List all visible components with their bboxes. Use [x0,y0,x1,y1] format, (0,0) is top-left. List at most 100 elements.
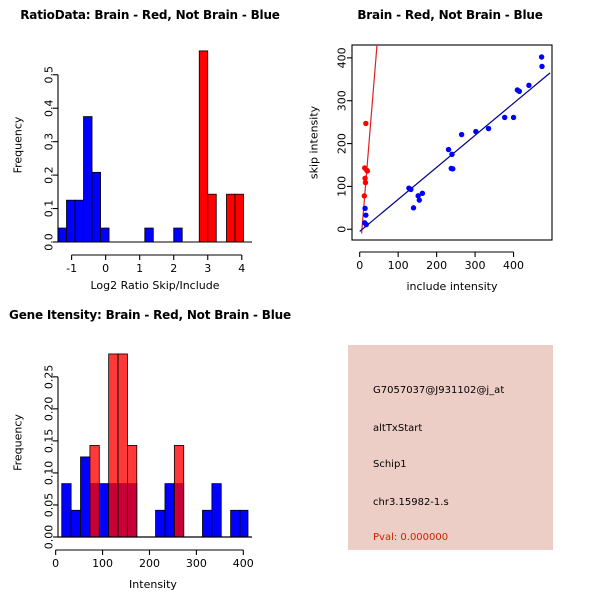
panel-scatter-plot: Brain - Red, Not Brain - Blue 0 100 200 300… [300,0,600,300]
gene-symbol-label: Schip1 [373,459,407,470]
y-tick-label: 0.05 [43,493,56,517]
scatter-point [416,197,423,203]
probe-id-label: G7057037@J931102@j_at [373,385,505,396]
histogram-bar-red [173,445,185,538]
x-tick-label: 200 [426,259,447,272]
histogram-bar [83,116,93,243]
y-tick-label: 0.0 [43,233,56,251]
gene-histogram-plot-area: 0.00 0.05 0.10 0.15 0.20 0.25 0 100 200 300 400 Int… [0,300,300,600]
panel-probe-info: G7057037@J931102@j_at altTxStart Schip1 … [300,300,600,600]
histogram-bar-red [89,445,100,538]
scatter-point [363,120,369,127]
y-tick-label: 0.4 [43,99,56,117]
y-tick-label: 0.3 [43,133,56,151]
ratio-histogram-plot-area: 0.0 0.1 0.2 0.3 0.4 0.5 -1 0 1 2 3 4 Log2 Ratio Skip… [0,0,300,300]
scatter-point [539,63,545,70]
plot-frame [351,44,553,241]
histogram-bar-blue [202,509,213,538]
scatter-point [458,131,465,138]
scatter-point [361,193,368,199]
scatter-plot-title: Brain - Red, Not Brain - Blue [357,8,543,22]
histogram-bar-blue [80,456,91,538]
gene-histogram-svg: 0.00 0.05 0.10 0.15 0.20 0.25 0 100 200 300 400 Int… [12,353,254,591]
histogram-bar-blue [239,509,249,538]
scatter-point [516,88,523,94]
x-tick-label: 4 [238,262,245,275]
x-axis-title: Intensity [129,578,177,591]
y-tick-label: 300 [336,90,349,111]
scatter-point [526,82,532,88]
scatter-plot-svg: 0 100 200 300 400 0 100 200 300 400 include intens… [308,44,553,293]
scatter-group: 0 100 200 300 400 0 100 200 300 400 include intens… [308,44,553,293]
x-tick-label: 2 [170,262,177,275]
y-axis-title: Frequency [12,414,25,471]
x-tick-label: 300 [186,557,207,570]
x-tick-label: 400 [233,557,254,570]
scatter-point [362,175,368,181]
scatter-point [410,205,417,211]
histogram-bar-red [117,353,128,538]
y-tick-label: 0.1 [43,200,56,218]
histogram-bar-blue [164,483,175,538]
y-tick-label: 0.5 [43,66,56,84]
x-axis-title: include intensity [406,280,498,293]
histogram-bar-blue [61,483,72,538]
x-tick-label: 0 [356,259,363,272]
histogram-bar [198,50,209,243]
y-tick-label: 0.15 [43,429,56,454]
histogram-bar [66,199,76,243]
y-axis-title: Frequency [12,116,25,173]
event-type-label: altTxStart [373,423,423,434]
y-tick-label: 400 [336,47,349,68]
x-tick-label: 100 [92,557,113,570]
ratio-histogram-title: RatioData: Brain - Red, Not Brain - Blue [20,8,280,22]
y-tick-label: 0.2 [43,166,56,184]
scatter-point [485,125,492,132]
locus-label: chr3.15982-1.s [373,497,449,508]
scatter-point [419,190,426,196]
scatter-point [445,146,452,153]
scatter-point [363,212,369,218]
x-tick-label: 3 [204,262,211,275]
scatter-point [362,179,369,186]
histogram-bar-red [127,445,138,538]
panel-gene-intensity-histogram: Gene Itensity: Brain - Red, Not Brain - … [0,300,300,600]
probe-info-box: G7057037@J931102@j_at altTxStart Schip1 … [348,345,553,550]
panel-ratio-histogram: RatioData: Brain - Red, Not Brain - Blue… [0,0,300,300]
histogram-bar-blue [98,483,110,538]
scatter-point [501,114,508,121]
gene-histogram-group: 0.00 0.05 0.10 0.15 0.20 0.25 0 100 200 300 400 Int… [12,353,254,591]
x-tick-label: 0 [52,557,59,570]
x-tick-label: 0 [102,262,109,275]
y-tick-label: 0.00 [43,525,56,550]
x-tick-label: 100 [388,259,409,272]
scatter-point [449,151,455,157]
histogram-bar [234,193,244,243]
scatter-point [450,166,456,172]
x-tick-label: -1 [66,262,77,275]
y-tick-label: 0.20 [43,397,56,422]
scatter-point [362,205,368,211]
x-tick-label: 200 [139,557,160,570]
y-tick-label: 0.10 [43,461,56,486]
x-tick-label: 400 [503,259,524,272]
histogram-bar-blue [211,483,222,538]
ratio-histogram-svg: 0.0 0.1 0.2 0.3 0.4 0.5 -1 0 1 2 3 4 Log2 Ratio Skip… [12,50,252,292]
y-tick-label: 0.25 [43,365,56,390]
histogram-bar-red [108,353,119,538]
histogram-bar [91,171,101,243]
scatter-point [473,128,479,135]
y-tick-label: 100 [336,176,349,197]
histogram-bar [144,227,154,243]
histogram-bar [226,193,236,243]
scatter-point [538,54,545,60]
x-axis-title: Log2 Ratio Skip/Include [90,279,219,292]
scatter-point [408,186,414,193]
y-tick-label: 0 [336,226,349,233]
histogram-bar-blue [155,509,166,538]
fit-line [359,72,551,232]
y-tick-label: 200 [336,133,349,154]
scatter-point [364,168,371,174]
histogram-bar [173,227,183,243]
ratio-histogram-group: 0.0 0.1 0.2 0.3 0.4 0.5 -1 0 1 2 3 4 Log2 Ratio Skip… [12,50,252,292]
